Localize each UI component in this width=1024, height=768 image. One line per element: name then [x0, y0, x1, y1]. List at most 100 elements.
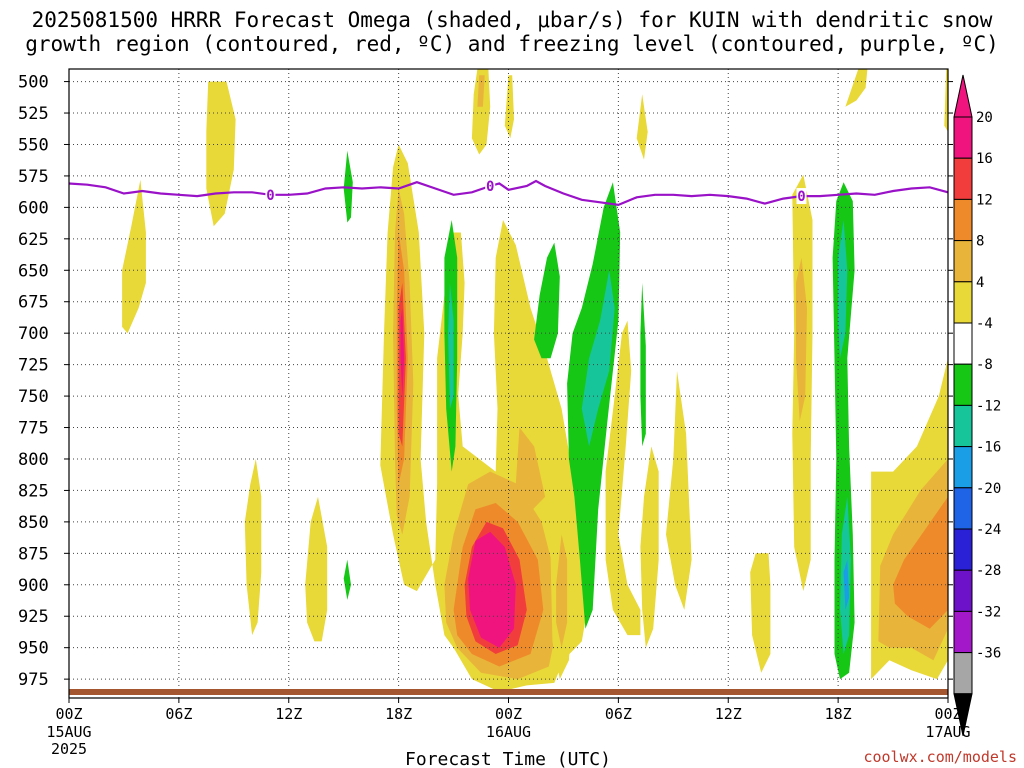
omega-region-4: [845, 69, 868, 107]
colorbar-label: 4: [976, 275, 984, 291]
colorbar-label: -28: [976, 563, 1001, 579]
omega-shading: [122, 69, 948, 692]
y-tick-label: 575: [18, 167, 49, 187]
omega-region-4: [206, 81, 236, 227]
omega-region-8: [796, 257, 807, 422]
colorbar-label: -16: [976, 440, 1001, 456]
colorbar-segment: [953, 528, 973, 571]
omega-region-4: [504, 75, 514, 139]
omega-region-4: [471, 69, 491, 155]
colorbar-label: -8: [976, 357, 993, 373]
colorbar-label: -24: [976, 522, 1001, 538]
omega-region-8: [556, 534, 568, 648]
colorbar-segment: [953, 322, 973, 365]
colorbar-segment: [953, 652, 973, 695]
x-tick-label: 06Z: [605, 705, 632, 723]
y-tick-label: 625: [18, 230, 49, 250]
y-tick-label: 725: [18, 356, 49, 376]
freezing-level-line: [68, 179, 949, 207]
colorbar-label: 12: [976, 192, 993, 208]
x-tick-date: 15AUG: [46, 723, 91, 741]
colorbar-bottom-arrow: [953, 693, 973, 736]
omega-region-4: [305, 496, 328, 642]
omega-region-4: [750, 553, 771, 673]
x-tick-label: 00Z: [55, 705, 82, 723]
y-tick-label: 950: [18, 639, 49, 659]
y-tick-label: 975: [18, 670, 49, 690]
x-tick-label: 06Z: [165, 705, 192, 723]
freezing-level-contour: 0 0 0: [68, 177, 949, 207]
omega-region-4: [636, 94, 648, 160]
omega-region-4: [666, 370, 692, 610]
colorbar-segment: [953, 446, 973, 489]
colorbar-label: 20: [976, 110, 993, 126]
y-tick-label: 750: [18, 387, 49, 407]
gridlines: [69, 69, 948, 698]
omega-region-8: [477, 75, 485, 107]
omega-region--8: [534, 242, 560, 359]
x-tick-label: 18Z: [825, 705, 852, 723]
omega-region-4: [605, 320, 641, 636]
omega-region--12: [581, 270, 615, 447]
colorbar-label: -20: [976, 481, 1001, 497]
colorbar-segment: [953, 281, 973, 324]
colorbar-segment: [953, 569, 973, 612]
y-tick-label: 825: [18, 481, 49, 501]
y-tick-label: 500: [18, 73, 49, 93]
colorbar-segment: [953, 157, 973, 200]
y-tick-label: 550: [18, 135, 49, 155]
x-tick-label: 12Z: [275, 705, 302, 723]
y-tick-label: 850: [18, 513, 49, 533]
omega-region--8: [343, 559, 351, 600]
colorbar-top-arrow: [953, 74, 973, 118]
ground-bar: [69, 689, 948, 695]
freezing-level-label: 0: [486, 179, 494, 195]
omega-region-20: [400, 308, 405, 397]
colorbar-segment: [953, 610, 973, 654]
omega-region-20: [468, 531, 516, 648]
omega-region--12: [838, 220, 848, 359]
omega-region--8: [640, 282, 646, 447]
y-tick-label: 675: [18, 293, 49, 313]
y-tick-label: 800: [18, 450, 49, 470]
freezing-level-label-bg: [485, 177, 496, 194]
omega-region-8: [515, 427, 546, 516]
x-tick-label: 00Z: [495, 705, 522, 723]
colorbar-segment: [953, 404, 973, 448]
y-tick-label: 925: [18, 607, 49, 627]
y-tick-label: 875: [18, 544, 49, 564]
y-tick-label: 650: [18, 261, 49, 281]
y-tick-label: 700: [18, 324, 49, 344]
y-axis: 500 525 550 575 600 625 650 675 700 725 750 775 800 8…: [18, 73, 953, 690]
credit-text: coolwx.com/models: [863, 748, 1017, 766]
omega-region-4: [944, 69, 948, 132]
chart-title-line-1: 2025081500 HRRR Forecast Omega (shaded, …: [31, 8, 993, 32]
omega-region-4: [244, 459, 262, 636]
y-tick-label: 900: [18, 576, 49, 596]
x-tick-label: 00Z: [934, 705, 961, 723]
y-tick-label: 775: [18, 419, 49, 439]
x-tick-label: 18Z: [385, 705, 412, 723]
y-tick-label: 525: [18, 104, 49, 124]
colorbar-segment: [953, 240, 973, 283]
colorbar-label: -32: [976, 604, 1001, 620]
omega-region--12: [448, 282, 454, 409]
colorbar: 20 16 12 8 4 -4 -8 -12 -16 -20 -24 -28 -32 -36: [953, 74, 1001, 736]
freezing-level-label-bg: [796, 188, 807, 205]
colorbar-label: -36: [976, 646, 1001, 662]
x-tick-date: 16AUG: [486, 723, 531, 741]
x-tick-label: 12Z: [715, 705, 742, 723]
colorbar-label: 16: [976, 151, 993, 167]
x-tick-date: 17AUG: [925, 723, 970, 741]
omega-region--16: [843, 559, 850, 610]
x-axis-title: Forecast Time (UTC): [405, 749, 611, 768]
colorbar-label: -12: [976, 398, 1001, 414]
omega-region-12: [893, 496, 948, 629]
freezing-level-label: 0: [797, 189, 805, 205]
colorbar-segment: [953, 198, 973, 242]
chart-title-line-2: growth region (contoured, red, ºC) and f…: [25, 32, 999, 56]
colorbar-segment: [953, 363, 973, 406]
colorbar-label: -4: [976, 316, 993, 332]
